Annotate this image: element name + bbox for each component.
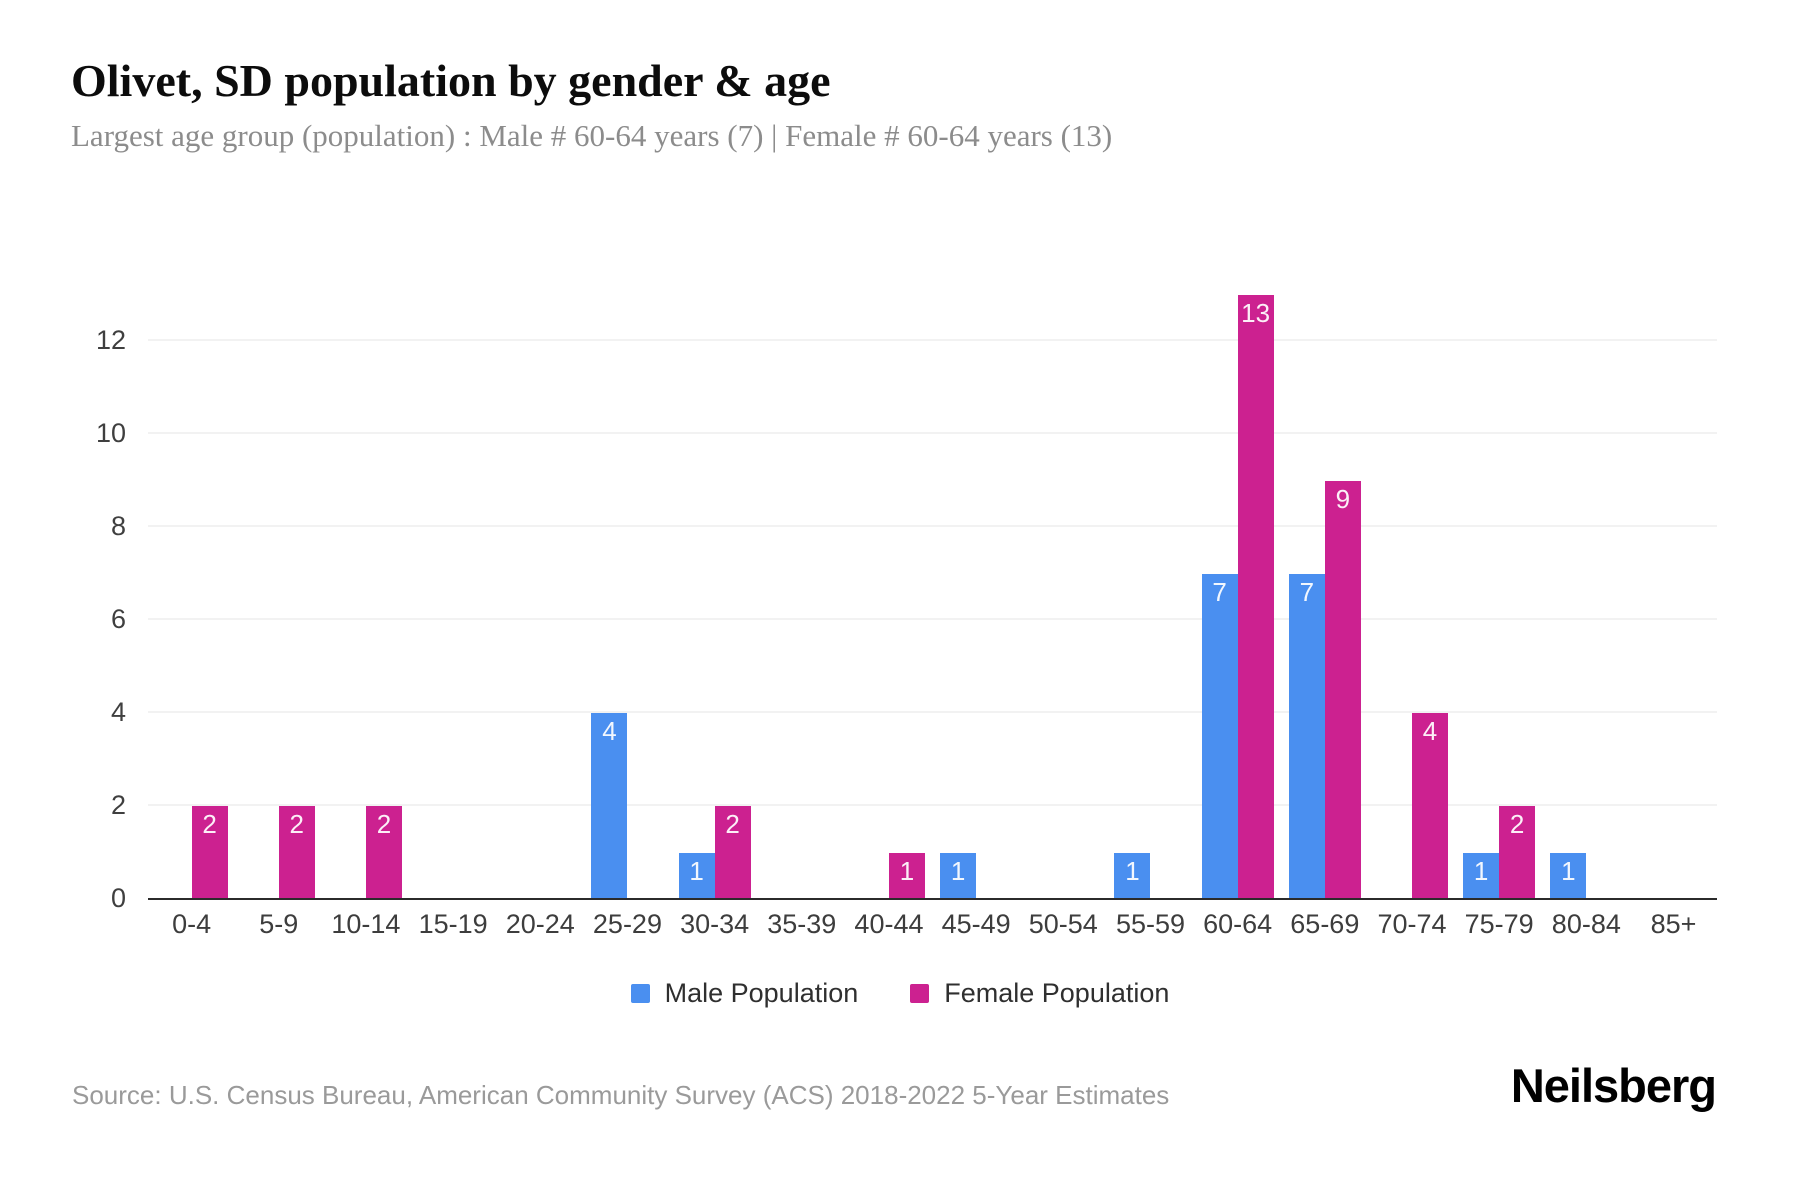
x-axis-label-65-69: 65-69 bbox=[1290, 909, 1360, 939]
x-axis-label-50-54: 50-54 bbox=[1028, 909, 1098, 939]
male-bar-30-34: 1 bbox=[678, 852, 715, 899]
page-title: Olivet, SD population by gender & age bbox=[71, 55, 831, 106]
bar-group-5-9: 2 5-9 bbox=[235, 270, 322, 939]
female-bar-30-34: 2 bbox=[714, 806, 751, 899]
male-bar-60-64: 7 bbox=[1201, 573, 1238, 899]
x-axis-label-0-4: 0-4 bbox=[172, 909, 212, 939]
bar-group-55-59: 1 55-59 bbox=[1107, 270, 1194, 939]
bar-value-label: 4 bbox=[602, 716, 617, 746]
x-axis-label-15-19: 15-19 bbox=[418, 909, 488, 939]
bar-value-label: 7 bbox=[1299, 576, 1315, 607]
bar-value-label: 2 bbox=[1509, 809, 1525, 839]
bar-group-60-64: 7 13 60-64 bbox=[1194, 270, 1281, 939]
female-bar-10-14: 2 bbox=[365, 806, 402, 899]
bar-value-label: 2 bbox=[289, 809, 304, 839]
legend-label: Female Population bbox=[944, 978, 1170, 1008]
source-note: Source: U.S. Census Bureau, American Com… bbox=[72, 1080, 1170, 1110]
x-axis-label-40-44: 40-44 bbox=[854, 909, 924, 939]
bar-group-80-84: 1 80-84 bbox=[1543, 270, 1630, 939]
bar-value-label: 9 bbox=[1335, 483, 1351, 514]
bar-group-85+: 85+ bbox=[1630, 270, 1717, 939]
bar-group-0-4: 2 0-4 bbox=[148, 270, 235, 939]
x-axis-label-30-34: 30-34 bbox=[680, 909, 750, 939]
x-axis-label-10-14: 10-14 bbox=[331, 909, 401, 939]
bar-chart-plot-area: 0 2 4 6 8 10 12 2 0-4 2 5-9 2 10-14 15-19 20-24 4 25-29 1… bbox=[96, 270, 1717, 939]
x-axis-label-80-84: 80-84 bbox=[1551, 909, 1621, 939]
brand-logo: Neilsberg bbox=[1510, 1059, 1717, 1112]
female-bar-0-4: 2 bbox=[191, 806, 228, 899]
bar-group-50-54: 50-54 bbox=[1020, 270, 1107, 939]
bar-value-label: 4 bbox=[1422, 716, 1438, 746]
bar-value-label: 2 bbox=[376, 809, 392, 839]
bar-group-15-19: 15-19 bbox=[410, 270, 497, 939]
bar-value-label: 1 bbox=[950, 855, 966, 886]
legend-label: Male Population bbox=[664, 978, 859, 1008]
x-axis-label-5-9: 5-9 bbox=[259, 909, 299, 939]
bar-value-label: 13 bbox=[1241, 297, 1271, 328]
female-bar-70-74: 4 bbox=[1411, 713, 1448, 899]
bar-group-20-24: 20-24 bbox=[497, 270, 584, 939]
male-bar-55-59: 1 bbox=[1114, 852, 1151, 899]
x-axis-line bbox=[148, 898, 1717, 900]
bar-value-label: 1 bbox=[899, 855, 915, 886]
bar-group-35-39: 35-39 bbox=[758, 270, 845, 939]
x-axis-label-35-39: 35-39 bbox=[767, 909, 837, 939]
x-axis-label-55-59: 55-59 bbox=[1115, 909, 1185, 939]
x-axis-label-75-79: 75-79 bbox=[1464, 909, 1534, 939]
legend-swatch-icon bbox=[910, 984, 930, 1003]
male-bar-75-79: 1 bbox=[1463, 852, 1500, 899]
bar-value-label: 1 bbox=[1473, 855, 1489, 886]
legend-swatch-icon bbox=[630, 984, 650, 1003]
gridline-y-8 bbox=[148, 525, 1717, 527]
legend-item-female: Female Population bbox=[910, 978, 1169, 1009]
bar-value-label: 2 bbox=[202, 809, 217, 839]
gridline-y-10 bbox=[148, 432, 1717, 434]
male-bar-80-84: 1 bbox=[1550, 852, 1587, 899]
bar-value-label: 1 bbox=[689, 855, 704, 886]
gridline-y-4 bbox=[148, 711, 1717, 713]
bar-group-70-74: 4 70-74 bbox=[1368, 270, 1455, 939]
x-axis-label-45-49: 45-49 bbox=[941, 909, 1011, 939]
y-axis-label-6: 6 bbox=[110, 604, 126, 634]
bar-group-30-34: 1 2 30-34 bbox=[671, 270, 758, 939]
y-axis-label-8: 8 bbox=[110, 511, 126, 541]
bar-group-75-79: 1 2 75-79 bbox=[1456, 270, 1543, 939]
y-axis-label-0: 0 bbox=[110, 883, 126, 913]
bar-group-10-14: 2 10-14 bbox=[322, 270, 409, 939]
y-axis-label-12: 12 bbox=[95, 325, 126, 355]
gridline-y-12 bbox=[148, 339, 1717, 341]
female-bar-5-9: 2 bbox=[278, 806, 315, 899]
x-axis-label-20-24: 20-24 bbox=[505, 909, 575, 939]
bar-group-45-49: 1 45-49 bbox=[933, 270, 1020, 939]
chart-legend: Male Population Female Population bbox=[0, 978, 1800, 1009]
bar-value-label: 2 bbox=[725, 809, 740, 839]
bar-value-label: 1 bbox=[1561, 855, 1576, 886]
x-axis-label-70-74: 70-74 bbox=[1377, 909, 1447, 939]
y-axis-label-10: 10 bbox=[95, 418, 126, 448]
x-axis-label-85+: 85+ bbox=[1650, 909, 1697, 939]
female-bar-65-69: 9 bbox=[1324, 480, 1361, 899]
y-axis-label-2: 2 bbox=[110, 790, 126, 820]
female-bar-75-79: 2 bbox=[1499, 806, 1536, 899]
page-subtitle: Largest age group (population) : Male # … bbox=[71, 118, 1113, 153]
male-bar-65-69: 7 bbox=[1288, 573, 1325, 899]
bar-group-65-69: 7 9 65-69 bbox=[1281, 270, 1368, 939]
bar-value-label: 1 bbox=[1125, 855, 1140, 886]
bar-group-25-29: 4 25-29 bbox=[584, 270, 671, 939]
bar-groups: 2 0-4 2 5-9 2 10-14 15-19 20-24 4 25-29 1 2 30-34 35-… bbox=[148, 270, 1717, 939]
gridline-y-6 bbox=[148, 618, 1717, 620]
y-axis-label-4: 4 bbox=[110, 697, 126, 727]
bar-value-label: 7 bbox=[1212, 576, 1227, 607]
male-bar-45-49: 1 bbox=[940, 852, 977, 899]
female-bar-60-64: 13 bbox=[1237, 294, 1274, 899]
gridline-y-2 bbox=[148, 804, 1717, 806]
x-axis-label-25-29: 25-29 bbox=[592, 909, 662, 939]
x-axis-label-60-64: 60-64 bbox=[1203, 909, 1273, 939]
bar-group-40-44: 1 40-44 bbox=[845, 270, 932, 939]
legend-item-male: Male Population bbox=[630, 978, 859, 1009]
male-bar-25-29: 4 bbox=[591, 713, 628, 899]
female-bar-40-44: 1 bbox=[888, 852, 925, 899]
